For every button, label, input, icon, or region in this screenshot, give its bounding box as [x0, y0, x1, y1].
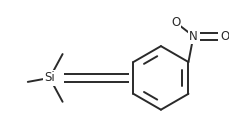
Text: Si: Si: [44, 71, 55, 84]
Text: O: O: [220, 30, 229, 43]
Text: N: N: [188, 30, 197, 43]
Text: O: O: [170, 16, 179, 29]
